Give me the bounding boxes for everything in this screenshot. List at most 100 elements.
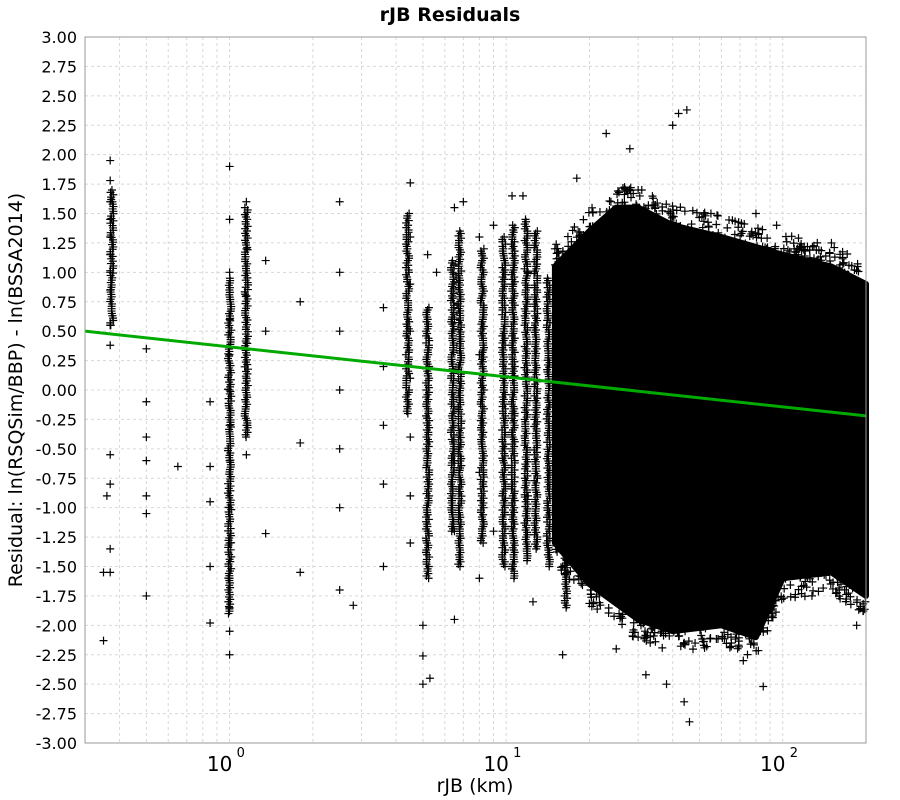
scatter-point bbox=[629, 618, 638, 627]
scatter-point bbox=[242, 197, 251, 206]
scatter-point bbox=[106, 544, 115, 553]
plot-border bbox=[84, 36, 867, 744]
scatter-point bbox=[658, 206, 667, 215]
x-tick-label: 10 1 bbox=[483, 746, 521, 776]
scatter-point bbox=[406, 280, 415, 289]
scatter-point bbox=[106, 268, 115, 277]
scatter-point bbox=[704, 218, 713, 227]
scatter-point bbox=[450, 203, 459, 212]
scatter-point bbox=[555, 545, 564, 554]
y-tick-label: 0.50 bbox=[41, 322, 77, 341]
x-tick-base: 10 bbox=[483, 752, 508, 776]
scatter-point bbox=[668, 121, 677, 130]
scatter-point bbox=[261, 256, 270, 265]
scatter-point bbox=[604, 603, 613, 612]
scatter-point bbox=[780, 584, 789, 593]
scatter-point bbox=[577, 231, 586, 240]
scatter-point bbox=[102, 491, 111, 500]
scatter-point bbox=[709, 230, 718, 239]
scatter-point bbox=[563, 232, 572, 241]
y-tick-label: -0.50 bbox=[36, 440, 77, 459]
scatter-point bbox=[680, 638, 689, 647]
scatter-point bbox=[718, 632, 727, 641]
scatter-point bbox=[794, 250, 803, 259]
scatter-point bbox=[206, 397, 215, 406]
scatter-point bbox=[758, 225, 767, 234]
scatter-point bbox=[508, 280, 517, 289]
scatter-point bbox=[714, 228, 723, 237]
scatter-point bbox=[106, 321, 115, 330]
scatter-point bbox=[335, 444, 344, 453]
scatter-point bbox=[666, 217, 675, 226]
scatter-point bbox=[747, 227, 756, 236]
scatter-point bbox=[606, 197, 615, 206]
scatter-point bbox=[783, 246, 792, 255]
scatter-point bbox=[696, 626, 705, 635]
scatter-point bbox=[641, 627, 650, 636]
scatter-point bbox=[820, 570, 829, 579]
scatter-point bbox=[731, 635, 740, 644]
x-tick-base: 10 bbox=[207, 752, 232, 776]
scatter-point bbox=[761, 243, 770, 252]
scatter-point bbox=[106, 176, 115, 185]
scatter-point bbox=[743, 650, 752, 659]
scatter-point bbox=[575, 228, 584, 237]
scatter-density bbox=[551, 204, 869, 641]
scatter-point bbox=[768, 613, 777, 622]
scatter-point bbox=[475, 350, 484, 359]
scatter-point bbox=[753, 224, 762, 233]
scatter-point bbox=[668, 218, 677, 227]
y-tick-label: -2.50 bbox=[36, 675, 77, 694]
scatter-point bbox=[379, 480, 388, 489]
scatter-point bbox=[106, 233, 115, 242]
scatter-point bbox=[747, 634, 756, 643]
scatter-point bbox=[552, 240, 561, 249]
scatter-point bbox=[763, 234, 772, 243]
scatter-point bbox=[672, 219, 681, 228]
scatter-point bbox=[423, 250, 432, 259]
scatter-point bbox=[142, 456, 151, 465]
scatter-point bbox=[852, 266, 861, 275]
scatter-point bbox=[106, 341, 115, 350]
scatter-point bbox=[684, 637, 693, 646]
scatter-point bbox=[674, 632, 683, 641]
scatter-point bbox=[578, 581, 587, 590]
scatter-point bbox=[646, 632, 655, 641]
scatter-point bbox=[741, 239, 750, 248]
y-tick-label: -0.75 bbox=[36, 469, 77, 488]
scatter-point bbox=[406, 491, 415, 500]
scatter-point bbox=[802, 583, 811, 592]
scatter-point bbox=[827, 238, 836, 247]
scatter-point bbox=[841, 597, 850, 606]
scatter-point bbox=[779, 244, 788, 253]
scatter-point bbox=[814, 587, 823, 596]
scatter-point bbox=[739, 656, 748, 665]
scatter-point bbox=[335, 268, 344, 277]
scatter-point bbox=[751, 209, 760, 218]
scatter-point bbox=[489, 527, 498, 536]
scatter-point bbox=[791, 590, 800, 599]
scatter-point bbox=[618, 620, 627, 629]
scatter-point bbox=[605, 196, 614, 205]
scatter-point bbox=[625, 144, 634, 153]
scatter-point bbox=[225, 421, 234, 430]
scatter-point bbox=[676, 642, 685, 651]
scatter-point bbox=[569, 560, 578, 569]
scatter-point bbox=[518, 191, 527, 200]
y-tick-label: 1.75 bbox=[41, 175, 77, 194]
scatter-point bbox=[641, 670, 650, 679]
scatter-point bbox=[777, 595, 786, 604]
scatter-point bbox=[379, 303, 388, 312]
x-tick-label: 10 0 bbox=[207, 746, 245, 776]
scatter-point bbox=[815, 258, 824, 267]
scatter-point bbox=[736, 231, 745, 240]
scatter-point bbox=[825, 257, 834, 266]
scatter-point bbox=[615, 609, 624, 618]
scatter-point bbox=[406, 327, 415, 336]
scatter-point bbox=[779, 594, 788, 603]
scatter-point bbox=[475, 468, 484, 477]
scatter-point bbox=[261, 529, 270, 538]
dense-scatter-region bbox=[551, 204, 869, 641]
chart-title: rJB Residuals bbox=[380, 4, 521, 26]
scatter-point bbox=[500, 233, 509, 242]
